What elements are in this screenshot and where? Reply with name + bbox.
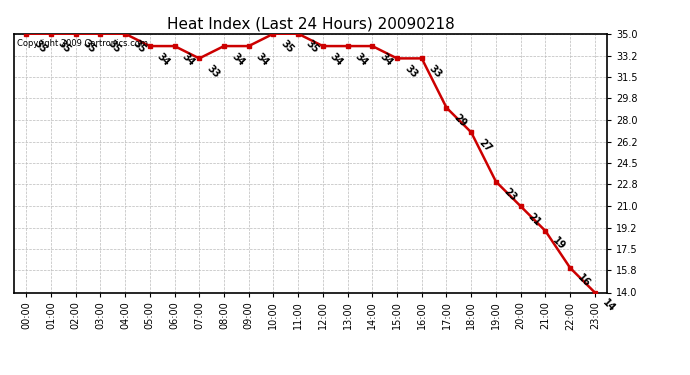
- Text: 35: 35: [106, 39, 123, 55]
- Text: 21: 21: [526, 211, 543, 228]
- Text: 14: 14: [600, 297, 617, 314]
- Text: 35: 35: [304, 39, 320, 55]
- Text: 35: 35: [279, 39, 295, 55]
- Text: 23: 23: [502, 186, 518, 203]
- Text: 35: 35: [32, 39, 48, 55]
- Text: 35: 35: [81, 39, 98, 55]
- Text: 33: 33: [205, 63, 221, 80]
- Text: 35: 35: [130, 39, 147, 55]
- Title: Heat Index (Last 24 Hours) 20090218: Heat Index (Last 24 Hours) 20090218: [166, 16, 455, 31]
- Text: 35: 35: [57, 39, 73, 55]
- Text: 27: 27: [477, 137, 493, 154]
- Text: 16: 16: [575, 273, 592, 289]
- Text: 33: 33: [427, 63, 444, 80]
- Text: 34: 34: [378, 51, 395, 68]
- Text: 34: 34: [180, 51, 197, 68]
- Text: 19: 19: [551, 236, 568, 252]
- Text: 29: 29: [452, 112, 469, 129]
- Text: 34: 34: [230, 51, 246, 68]
- Text: 34: 34: [254, 51, 271, 68]
- Text: Copyright 2009 Cartronics.com: Copyright 2009 Cartronics.com: [17, 39, 148, 48]
- Text: 34: 34: [353, 51, 370, 68]
- Text: 34: 34: [328, 51, 345, 68]
- Text: 33: 33: [402, 63, 420, 80]
- Text: 34: 34: [155, 51, 172, 68]
